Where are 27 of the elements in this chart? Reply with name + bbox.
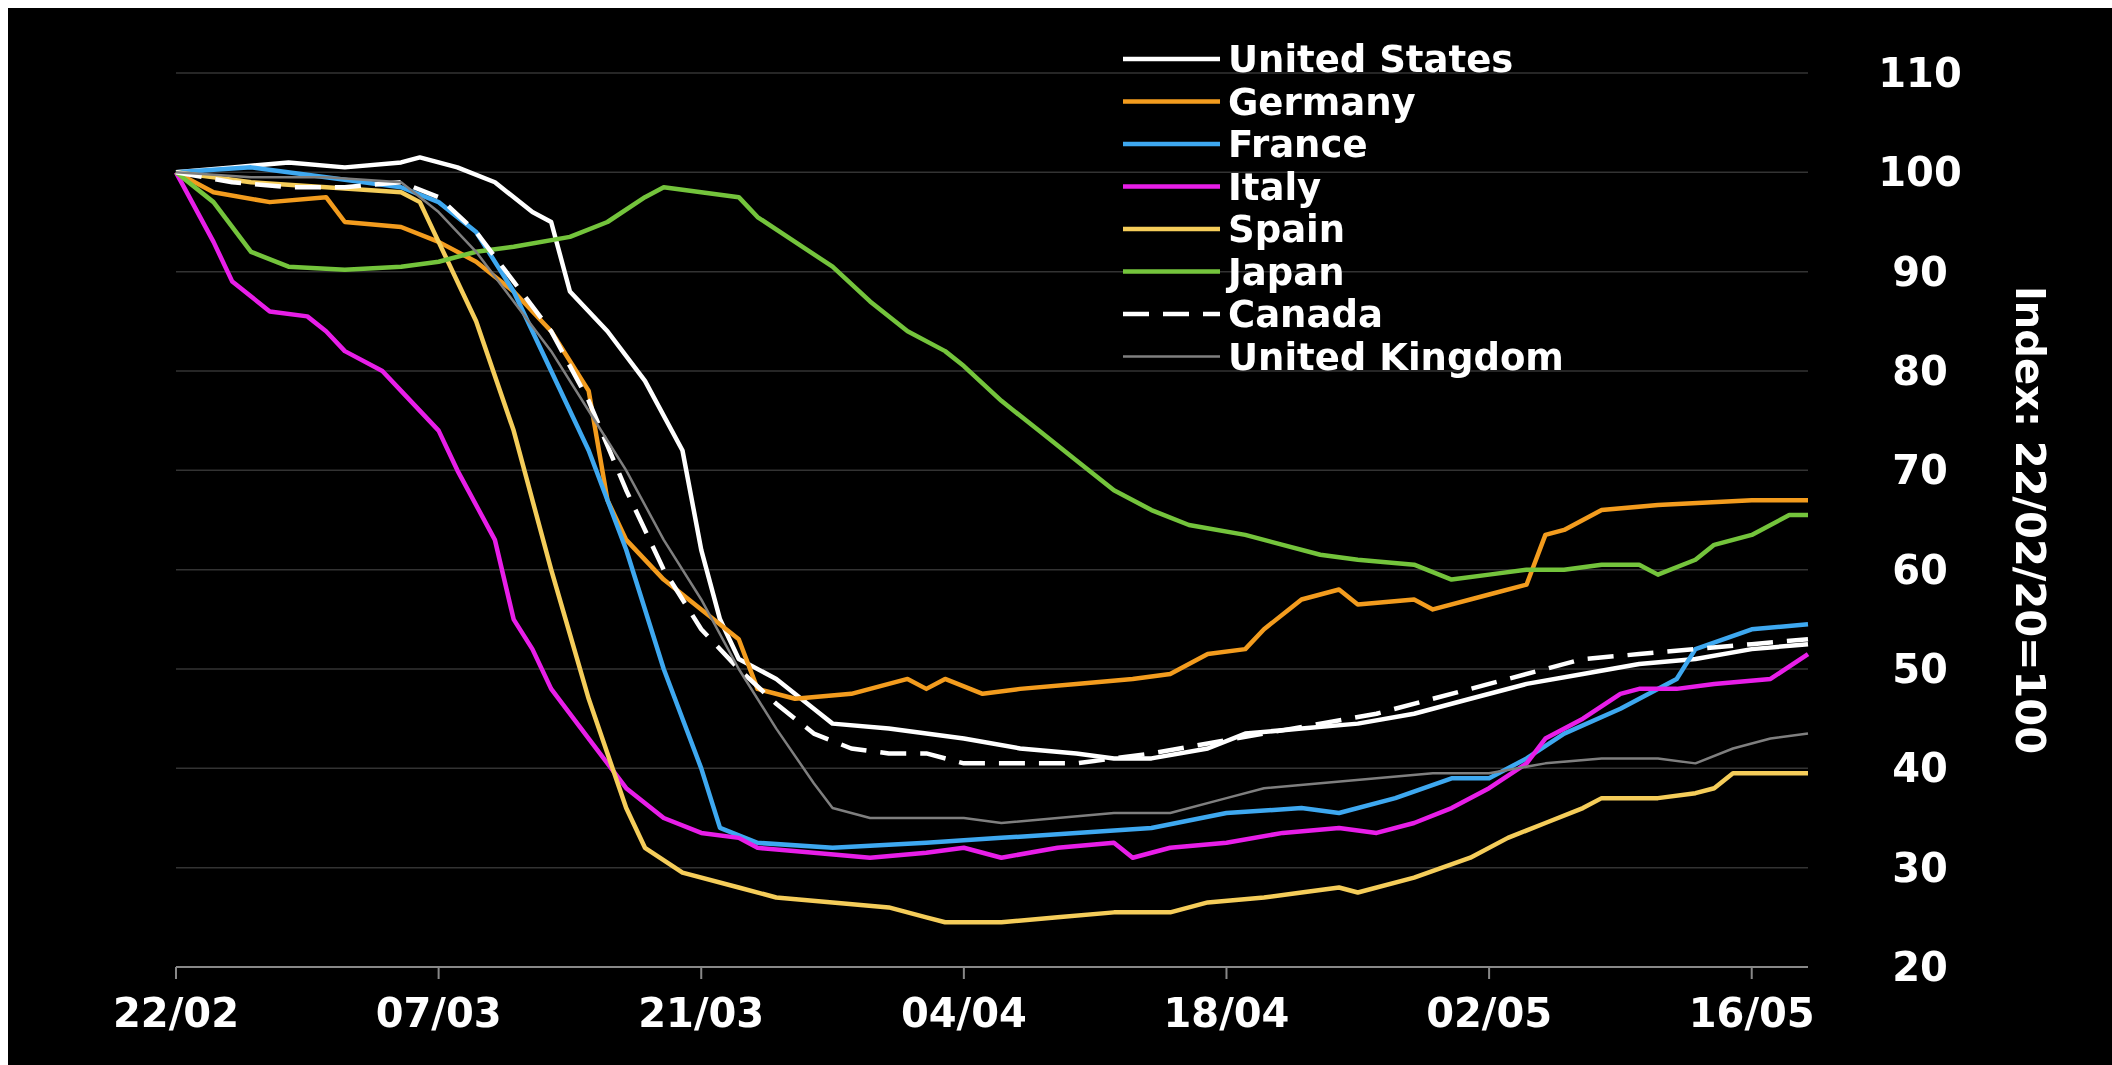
x-tick-label: 21/03 xyxy=(638,990,765,1036)
x-tick-label: 02/05 xyxy=(1426,990,1553,1036)
x-tick-label: 18/04 xyxy=(1163,990,1290,1036)
legend-label: Italy xyxy=(1228,165,1322,209)
y-tick-label: 90 xyxy=(1892,248,1948,295)
legend-label: United States xyxy=(1228,38,1514,81)
legend-label: Spain xyxy=(1228,208,1346,251)
y-tick-label: 70 xyxy=(1892,447,1948,494)
y-tick-label: 30 xyxy=(1892,844,1948,891)
y-axis-title: Index: 22/02/20=100 xyxy=(2007,285,2053,755)
y-tick-label: 100 xyxy=(1878,149,1962,196)
y-tick-label: 40 xyxy=(1892,745,1948,792)
x-tick-label: 07/03 xyxy=(375,990,502,1036)
y-tick-label: 60 xyxy=(1892,546,1948,593)
x-tick-label: 22/02 xyxy=(113,990,239,1036)
line-series xyxy=(173,170,1811,582)
y-tick-label: 20 xyxy=(1892,944,1948,990)
legend-label: France xyxy=(1228,123,1368,166)
y-tick-label: 50 xyxy=(1892,646,1948,692)
y-tick-label: 110 xyxy=(1878,50,1962,96)
legend-label: Canada xyxy=(1228,293,1383,336)
x-tick-label: 16/05 xyxy=(1688,990,1815,1036)
legend-label: United Kingdom xyxy=(1228,335,1564,379)
legend-label: Germany xyxy=(1228,80,1416,124)
x-tick-label: 04/04 xyxy=(900,990,1027,1036)
y-tick-label: 80 xyxy=(1892,348,1948,394)
legend-label: Japan xyxy=(1225,250,1345,294)
